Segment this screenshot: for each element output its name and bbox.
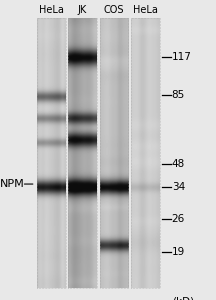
Text: 19: 19 [172, 247, 185, 256]
Bar [68, 18, 97, 288]
Text: HeLa: HeLa [39, 5, 64, 15]
Bar [37, 18, 66, 288]
Text: 26: 26 [172, 214, 185, 224]
Text: 34: 34 [172, 182, 185, 192]
Text: 117: 117 [172, 52, 192, 62]
Text: (kD): (kD) [172, 297, 194, 300]
Text: NPM: NPM [0, 179, 25, 189]
Bar [100, 18, 128, 288]
Text: 85: 85 [172, 90, 185, 100]
Text: JK: JK [78, 5, 87, 15]
Bar [131, 18, 160, 288]
Text: 48: 48 [172, 159, 185, 169]
Text: HeLa: HeLa [133, 5, 158, 15]
Text: COS: COS [104, 5, 124, 15]
